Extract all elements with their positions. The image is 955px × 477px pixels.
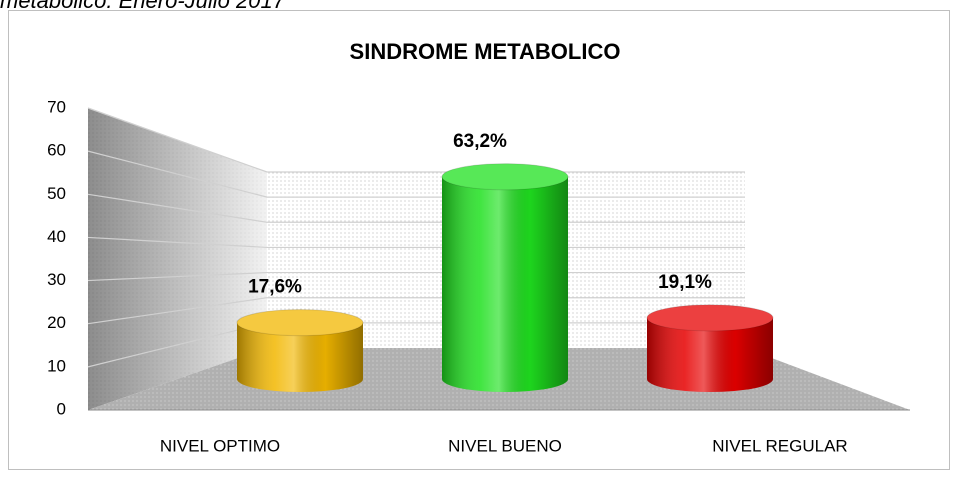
bar-shading bbox=[237, 322, 363, 392]
y-tick-label: 30 bbox=[47, 270, 66, 289]
x-tick-label: NIVEL REGULAR bbox=[712, 436, 847, 455]
grid-line bbox=[87, 193, 745, 223]
bar-top-shading bbox=[442, 163, 568, 190]
grid-line bbox=[87, 297, 745, 325]
y-tick-label: 60 bbox=[47, 141, 66, 160]
y-tick-label: 0 bbox=[57, 399, 66, 418]
y-tick-label: 50 bbox=[47, 184, 66, 203]
bar-shading bbox=[442, 176, 568, 392]
grid-line bbox=[87, 150, 745, 198]
y-tick-label: 20 bbox=[47, 313, 66, 332]
left-wall-texture bbox=[88, 108, 267, 410]
chart-title: SINDROME METABOLICO bbox=[350, 39, 621, 64]
y-tick-label: 70 bbox=[47, 97, 66, 116]
bar-top bbox=[441, 163, 569, 191]
x-tick-label: NIVEL BUENO bbox=[448, 436, 562, 455]
value-label: 19,1% bbox=[658, 272, 712, 293]
value-label: 17,6% bbox=[248, 277, 302, 298]
grid-line bbox=[87, 236, 745, 249]
y-tick-label: 40 bbox=[47, 227, 66, 246]
bar-top-shading bbox=[647, 304, 773, 331]
y-tick-label: 10 bbox=[47, 356, 66, 375]
x-tick-label: NIVEL OPTIMO bbox=[160, 436, 280, 455]
grid-line bbox=[87, 107, 745, 173]
bar-top bbox=[236, 309, 364, 337]
bar-shading bbox=[647, 317, 773, 392]
value-label: 63,2% bbox=[453, 131, 507, 152]
bar-top-shading bbox=[237, 309, 363, 336]
caption: metabolico. Enero-Julio 2017 bbox=[0, 0, 286, 13]
bar-top bbox=[646, 304, 774, 332]
grid-line bbox=[87, 271, 745, 282]
